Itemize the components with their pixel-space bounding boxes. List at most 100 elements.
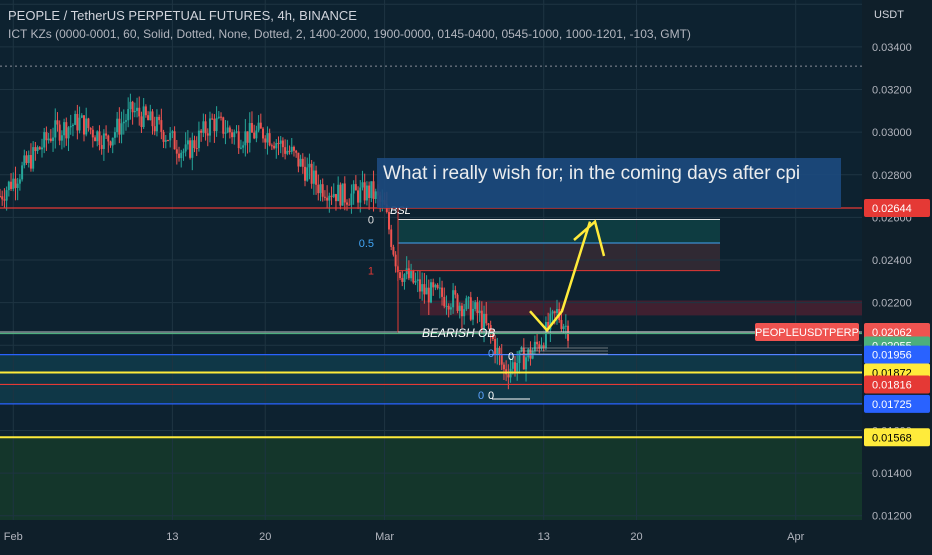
candle-body xyxy=(502,364,505,370)
candle-body xyxy=(460,305,463,317)
candle-body xyxy=(412,270,415,283)
candle-body xyxy=(365,185,368,201)
candle-body xyxy=(208,118,211,136)
time-axis[interactable] xyxy=(0,520,862,550)
candle-body xyxy=(96,131,99,142)
candle-body xyxy=(449,307,452,310)
candle-body xyxy=(222,117,225,134)
candle-body xyxy=(29,155,32,169)
candle-body xyxy=(418,279,421,292)
candle-body xyxy=(434,284,437,288)
candle-body xyxy=(301,158,304,167)
candle-body xyxy=(354,184,357,191)
candle-body xyxy=(533,341,536,352)
candle-body xyxy=(105,133,108,136)
candle-body xyxy=(518,350,521,364)
candle-body xyxy=(173,131,176,150)
candle-body xyxy=(228,127,231,133)
candle-body xyxy=(204,121,207,134)
price-axis[interactable] xyxy=(862,0,932,550)
price-tag-value: 0.01816 xyxy=(872,379,912,391)
candle-body xyxy=(91,129,94,138)
candle-body xyxy=(166,140,169,142)
candle-body xyxy=(109,141,112,146)
candle-body xyxy=(407,268,410,279)
candle-body xyxy=(268,133,271,146)
candle-body xyxy=(498,347,501,355)
candle-body xyxy=(136,107,139,111)
candle-body xyxy=(553,311,556,314)
candle-body xyxy=(292,146,295,151)
candle-body xyxy=(195,148,198,150)
price-tick-label: 0.01400 xyxy=(872,468,912,480)
candle-body xyxy=(239,147,242,149)
candle-body xyxy=(374,191,377,199)
candle-body xyxy=(14,178,17,188)
callout-annotation[interactable]: What i really wish for; in the coming da… xyxy=(377,158,841,208)
candle-body xyxy=(328,195,331,201)
candle-body xyxy=(270,145,273,147)
candle-body xyxy=(547,322,550,330)
candle-body xyxy=(522,348,525,370)
candle-body xyxy=(127,109,130,121)
candle-body xyxy=(246,131,249,143)
candle-body xyxy=(441,287,444,297)
time-tick-label: 13 xyxy=(166,531,178,543)
indicator-label[interactable]: ICT KZs (0000-0001, 60, Solid, Dotted, N… xyxy=(8,27,691,41)
candle-body xyxy=(206,133,209,136)
price-tick-label: 0.01200 xyxy=(872,511,912,523)
demand-zone xyxy=(0,354,862,404)
candle-body xyxy=(7,181,10,191)
candle-body xyxy=(474,302,477,309)
candle-body xyxy=(343,183,346,203)
candle-body xyxy=(74,113,77,125)
candle-body xyxy=(427,287,430,303)
candle-body xyxy=(284,147,287,154)
candle-body xyxy=(244,131,247,146)
candle-body xyxy=(525,357,528,370)
candle-body xyxy=(432,282,435,288)
candle-body xyxy=(555,309,558,314)
price-tag[interactable] xyxy=(864,199,930,217)
candle-body xyxy=(178,153,181,159)
price-tag[interactable] xyxy=(864,345,930,364)
candle-body xyxy=(348,204,351,206)
candle-body xyxy=(253,132,256,139)
candle-body xyxy=(494,338,497,356)
candle-body xyxy=(436,284,439,289)
price-tag[interactable] xyxy=(864,375,930,394)
candle-body xyxy=(40,147,43,150)
candle-body xyxy=(489,325,492,333)
candle-body xyxy=(16,183,19,188)
candle-body xyxy=(122,121,125,124)
candle-body xyxy=(197,130,200,149)
candle-body xyxy=(390,229,393,247)
candle-body xyxy=(341,183,344,206)
candle-body xyxy=(43,132,46,148)
candle-body xyxy=(273,145,276,149)
candle-body xyxy=(45,132,48,141)
candle-body xyxy=(330,195,333,197)
price-tag[interactable] xyxy=(864,428,930,447)
candle-body xyxy=(102,133,105,149)
price-tag[interactable] xyxy=(864,394,930,413)
candle-body xyxy=(38,147,41,150)
candle-body xyxy=(12,178,15,189)
symbol-tag[interactable] xyxy=(755,323,859,342)
candle-body xyxy=(425,287,428,295)
candle-body xyxy=(454,290,457,295)
candle-body xyxy=(76,113,79,131)
time-tick-label: 13 xyxy=(538,531,550,543)
candle-body xyxy=(98,131,101,146)
price-tag-value: 0.01568 xyxy=(872,432,912,444)
candle-body xyxy=(65,122,68,139)
candle-body xyxy=(315,170,318,185)
candle-body xyxy=(186,140,189,145)
time-tick-label: Feb xyxy=(4,531,23,543)
candle-body xyxy=(27,155,30,163)
candle-body xyxy=(275,143,278,149)
candle-body xyxy=(10,181,13,189)
candle-body xyxy=(34,147,37,152)
candle-body xyxy=(140,116,143,128)
